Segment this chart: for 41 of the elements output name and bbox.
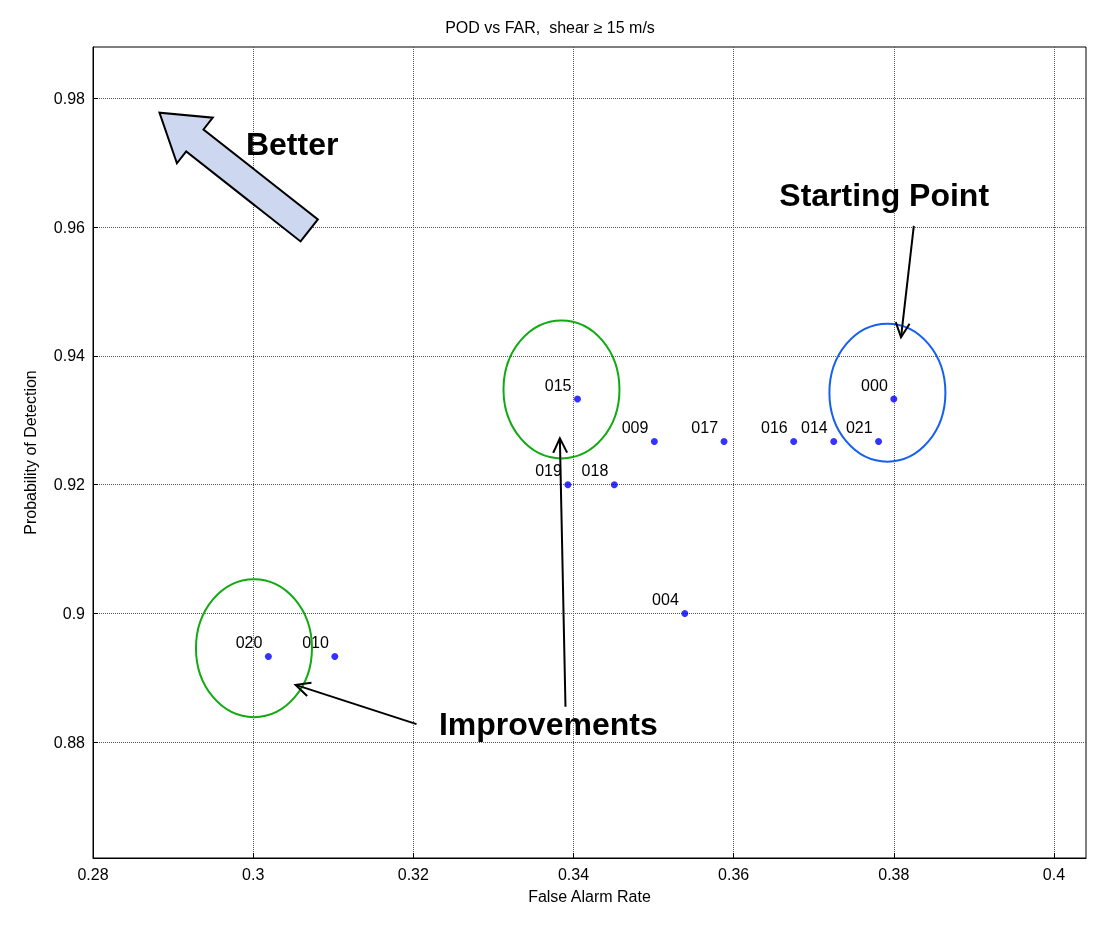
annotation: Improvements [438, 706, 658, 743]
y-tick-label: 0.88 [53, 733, 86, 751]
y-tick-label: 0.98 [53, 89, 86, 107]
point [790, 438, 798, 446]
x-axis-title: False Alarm Rate [528, 887, 651, 905]
annotation: Starting Point [779, 177, 990, 214]
point [875, 438, 883, 446]
chart-title: POD vs FAR, shear ≥ 15 m/s [445, 18, 655, 36]
annotation: 004 [652, 590, 679, 608]
point [830, 438, 838, 446]
point [610, 481, 618, 489]
x-tick-label: 0.36 [718, 865, 750, 883]
annotation: 009 [621, 419, 649, 437]
y-tick-label: 0.92 [53, 476, 86, 494]
point [720, 438, 728, 446]
annotation: 016 [761, 419, 788, 437]
x-tick-label: 0.32 [397, 865, 429, 883]
x-tick-label: 0.38 [878, 865, 910, 883]
point [331, 653, 339, 661]
x-tick-label: 0.3 [242, 865, 265, 883]
y-tick-label: 0.96 [53, 218, 86, 236]
x-tick-label: 0.4 [1042, 865, 1066, 883]
point [650, 438, 658, 446]
y-tick-label: 0.9 [62, 604, 86, 622]
x-tick-label: 0.34 [557, 865, 590, 883]
y-axis-title: Probability of Detection [21, 370, 39, 535]
point [681, 609, 689, 617]
annotation: 020 [235, 634, 263, 652]
point [574, 395, 581, 403]
point [890, 395, 898, 403]
annotation: 014 [801, 419, 828, 437]
y-tick-label: 0.94 [53, 347, 86, 365]
annotation: 015 [544, 376, 572, 394]
point [264, 653, 272, 661]
annotation: Better [245, 126, 339, 163]
point [564, 481, 572, 489]
annotation: 017 [691, 419, 719, 437]
x-tick-label: 0.28 [77, 865, 109, 883]
annotation: 021 [845, 419, 873, 437]
annotation: 018 [581, 462, 609, 480]
annotation: 000 [861, 376, 888, 394]
